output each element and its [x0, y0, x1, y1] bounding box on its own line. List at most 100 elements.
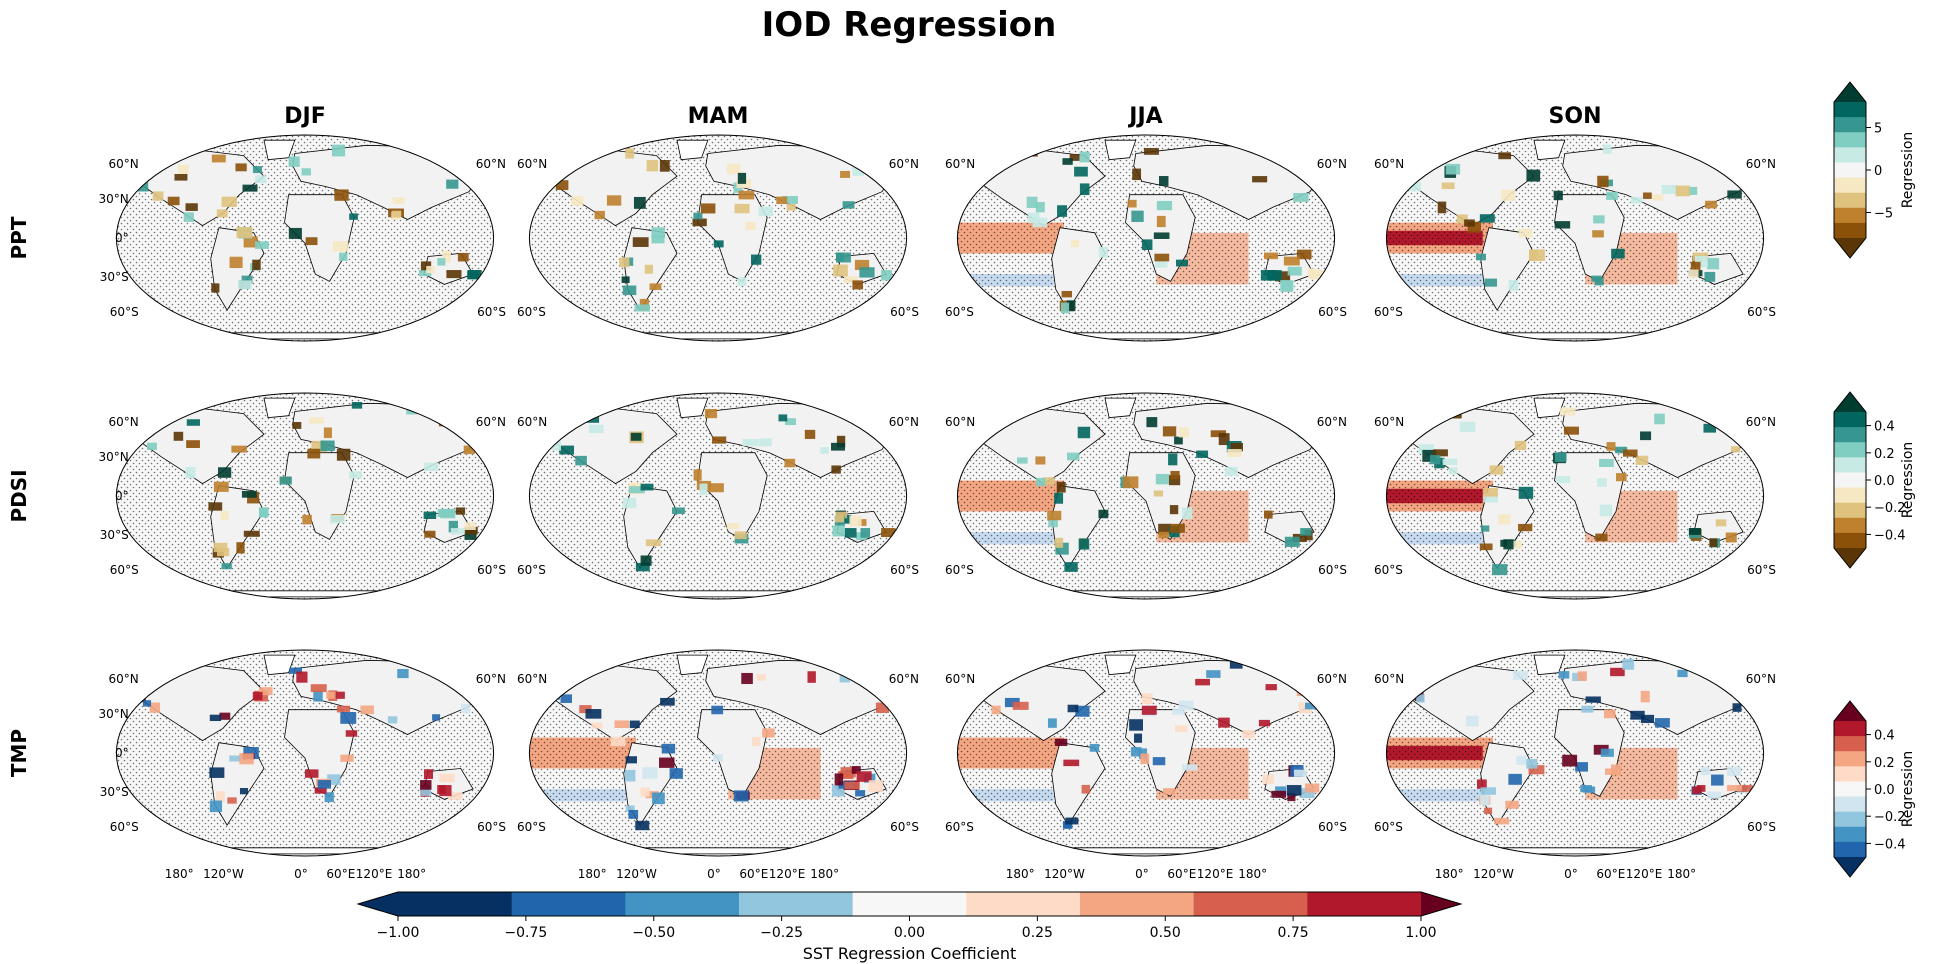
regression-cell: [544, 435, 560, 443]
regression-cell: [331, 144, 346, 157]
regression-cell: [640, 483, 654, 491]
regression-cell: [317, 780, 331, 789]
regression-cell: [142, 700, 152, 707]
regression-cell: [649, 283, 662, 290]
regression-cell: [221, 196, 237, 207]
lat-label: 60°S: [517, 563, 546, 577]
land-south-america: [623, 485, 678, 569]
land-antarctica: [1410, 332, 1740, 340]
regression-cell: [628, 486, 645, 494]
land-antarctica: [1410, 847, 1740, 855]
regression-cell: [622, 285, 637, 296]
regression-cell: [1479, 543, 1493, 551]
regression-cell: [1498, 152, 1511, 160]
colorbar-label: Regression: [1900, 751, 1916, 828]
regression-cell: [1480, 525, 1490, 532]
regression-cell: [446, 270, 462, 279]
regression-cell: [1155, 473, 1170, 485]
regression-cell: [288, 156, 300, 167]
regression-cell: [302, 514, 312, 525]
regression-cell: [1141, 239, 1153, 250]
regression-cell: [340, 754, 354, 762]
regression-cell: [1592, 230, 1604, 238]
lon-label: 180°: [1006, 867, 1035, 881]
regression-cell: [447, 674, 460, 684]
regression-cell: [844, 528, 857, 538]
map-panel-pdsi-mam: 60°N 60°S 60°N 60°S: [517, 392, 919, 600]
colorbar-segment: [1834, 751, 1866, 767]
lon-label: 60°E: [1596, 867, 1625, 881]
regression-cell: [1141, 693, 1153, 705]
regression-cell: [591, 722, 603, 729]
regression-cell: [314, 787, 327, 794]
regression-cell: [439, 773, 455, 783]
regression-cell: [1066, 300, 1076, 312]
regression-cell: [1480, 794, 1490, 806]
colorbar-tick-label: 0.4: [1874, 420, 1895, 435]
colorbar-segment: [1834, 192, 1866, 209]
regression-cell: [750, 254, 762, 265]
regression-cell: [625, 148, 635, 159]
regression-cell: [460, 703, 471, 714]
colorbar-extend-bottom: [1834, 238, 1866, 258]
regression-cell: [1418, 444, 1435, 454]
land-antarctica: [981, 332, 1311, 340]
regression-cell: [993, 411, 1007, 423]
regression-cell: [1063, 759, 1080, 767]
regression-cell: [464, 529, 477, 540]
regression-cell: [1675, 185, 1690, 197]
regression-cell: [455, 507, 466, 515]
colorbar-segment: [1834, 721, 1866, 737]
regression-cell: [313, 690, 323, 702]
land-australia: [423, 510, 474, 543]
lon-label: 60°E: [1167, 867, 1196, 881]
regression-cell: [726, 523, 740, 530]
regression-cell: [1054, 492, 1064, 504]
regression-cell: [644, 264, 653, 274]
regression-cell: [752, 736, 761, 747]
land-antarctica: [981, 847, 1311, 855]
lat-label: 60°N: [108, 672, 138, 686]
lat-label-right: 60°N: [476, 415, 506, 429]
regression-cell: [1098, 246, 1108, 258]
land-greenland: [676, 397, 709, 419]
regression-cell: [1054, 537, 1064, 548]
regression-cell: [186, 419, 200, 426]
column-title-jja: JJA: [1127, 104, 1162, 129]
regression-cell: [239, 787, 249, 795]
regression-cell: [1555, 476, 1571, 484]
regression-cell: [1153, 232, 1170, 239]
regression-cell: [1078, 538, 1090, 550]
regression-cell: [1134, 733, 1143, 743]
regression-cell: [635, 820, 650, 831]
sst-colorbar-segment: [739, 892, 854, 916]
lat-label-right: 60°S: [890, 563, 919, 577]
regression-cell: [1162, 426, 1177, 437]
regression-cell: [243, 236, 258, 248]
regression-cell: [1064, 562, 1078, 572]
regression-cell: [252, 166, 263, 174]
colorbar-label: Regression: [1900, 132, 1916, 209]
lat-label-right: 60°N: [889, 157, 919, 171]
map-content: [957, 650, 1335, 856]
regression-cell: [1026, 196, 1038, 209]
regression-cell: [220, 511, 229, 520]
regression-cell: [175, 667, 187, 674]
colorbar-segment: [1834, 132, 1866, 148]
regression-cell: [464, 526, 478, 535]
land-antarctica: [553, 847, 883, 855]
regression-cell: [782, 196, 798, 204]
regression-cell: [713, 240, 724, 248]
regression-cell: [1300, 528, 1312, 536]
land-greenland: [1104, 654, 1137, 676]
regression-cell: [442, 250, 451, 263]
land-greenland: [263, 139, 296, 161]
regression-cell: [1640, 431, 1652, 441]
regression-cell: [1479, 214, 1495, 223]
lat-label-right: 60°N: [476, 672, 506, 686]
regression-cell: [1168, 453, 1178, 466]
regression-cell: [1553, 190, 1563, 201]
regression-cell: [1196, 450, 1209, 458]
regression-cell: [839, 673, 850, 683]
regression-cell: [339, 252, 348, 261]
